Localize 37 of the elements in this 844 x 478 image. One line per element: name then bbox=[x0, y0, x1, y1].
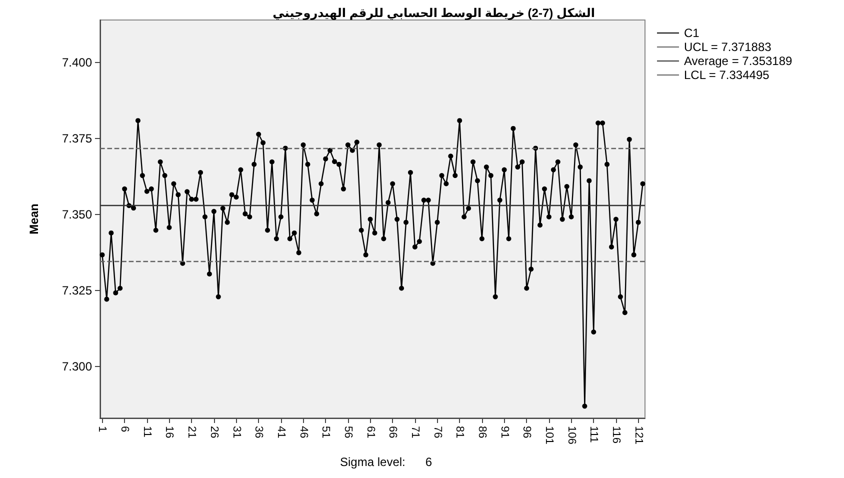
text: Sigma level: 6 bbox=[340, 455, 432, 469]
y-tick-label: 7.350 bbox=[62, 207, 92, 222]
y-tick-label: 7.300 bbox=[62, 359, 92, 374]
y-axis-title: Mean bbox=[27, 204, 41, 234]
x-tick-label: 91 bbox=[498, 426, 510, 438]
x-tick-label: 106 bbox=[565, 426, 578, 444]
x-tick-label: 21 bbox=[186, 426, 198, 438]
legend-label: C1 bbox=[684, 26, 700, 40]
x-tick-label: 111 bbox=[588, 426, 600, 443]
x-tick-label: 16 bbox=[163, 426, 176, 438]
x-tick-label: 101 bbox=[542, 426, 555, 444]
x-tick-label: 56 bbox=[342, 426, 354, 438]
x-tick-label: 1 bbox=[96, 426, 108, 432]
y-tick-label: 7.375 bbox=[62, 131, 92, 146]
x-tick-label: 66 bbox=[386, 426, 399, 438]
x-tick-label: 76 bbox=[431, 426, 444, 438]
x-tick-label: 46 bbox=[297, 426, 310, 438]
x-tick-label: 81 bbox=[454, 426, 466, 438]
x-tick-label: 6 bbox=[118, 426, 131, 432]
x-tick-label: 61 bbox=[364, 426, 376, 438]
x-tick-label: 11 bbox=[140, 426, 153, 438]
chart-title: الشكل (7-2) خريطة الوسط الحسابي للرقم الهيدروجيني bbox=[272, 6, 596, 20]
legend-label: Average = 7.353189 bbox=[684, 54, 793, 68]
x-tick-label: 96 bbox=[520, 426, 533, 438]
x-tick-label: 36 bbox=[252, 426, 265, 438]
x-tick-label: 31 bbox=[230, 426, 242, 438]
y-tick-label: 7.325 bbox=[62, 283, 92, 298]
x-tick-label: 86 bbox=[476, 426, 488, 438]
x-tick-label: 26 bbox=[208, 426, 220, 438]
y-tick-label: 7.400 bbox=[62, 56, 92, 70]
x-tick-label: 41 bbox=[274, 426, 287, 438]
legend-label: UCL = 7.371883 bbox=[684, 40, 772, 54]
x-tick-label: 71 bbox=[408, 426, 421, 438]
x-tick-label: 121 bbox=[632, 426, 644, 444]
x-tick-label: 116 bbox=[610, 426, 622, 444]
x-tick-label: 51 bbox=[320, 426, 332, 438]
legend-label: LCL = 7.334495 bbox=[684, 68, 770, 82]
